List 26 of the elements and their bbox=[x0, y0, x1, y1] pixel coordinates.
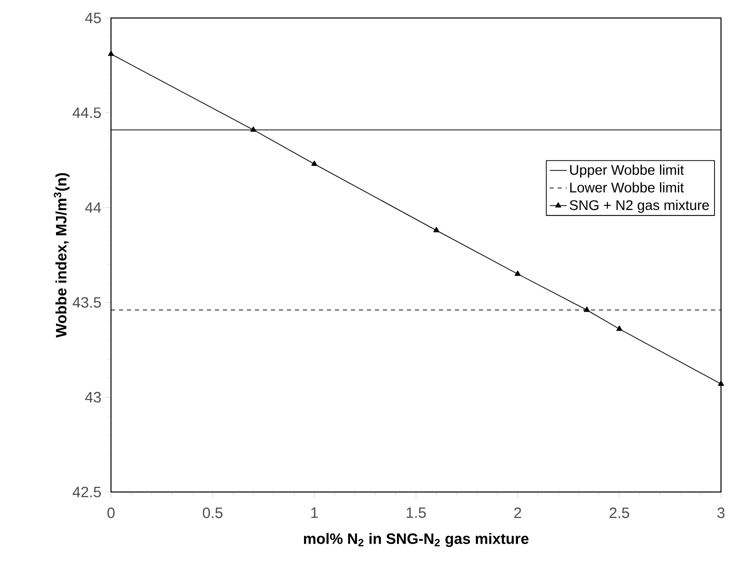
x-tick-label: 2.5 bbox=[610, 508, 630, 518]
x-tick-label: 1 bbox=[311, 508, 318, 518]
legend-label: SNG + N2 gas mixture bbox=[570, 200, 709, 213]
y-tick-label: 43 bbox=[85, 392, 101, 403]
legend-label: Upper Wobbe limit bbox=[570, 164, 684, 178]
x-axis-title: mol% N$_{2}$ in SNG-N$_{2}$ gas mixture bbox=[304, 532, 528, 548]
x-tick-label: 0 bbox=[107, 508, 115, 518]
x-tick-label: 0.5 bbox=[202, 508, 222, 518]
y-tick-label: 43.5 bbox=[72, 297, 101, 308]
point bbox=[514, 270, 521, 276]
x-tick-label: 1.5 bbox=[406, 508, 426, 518]
point bbox=[250, 126, 256, 132]
point bbox=[718, 380, 724, 386]
legend-label: Lower Wobbe limit bbox=[570, 182, 684, 192]
x-tick-label: 2 bbox=[514, 508, 522, 518]
point bbox=[616, 326, 622, 331]
point bbox=[584, 306, 590, 312]
y-axis-title: Wobbe index, MJ/m$^{3}$(n) bbox=[54, 173, 70, 338]
point bbox=[433, 226, 440, 232]
point bbox=[108, 50, 114, 56]
x-tick-label: 3 bbox=[717, 508, 725, 518]
y-tick-label: 45 bbox=[85, 12, 101, 24]
y-tick-label: 44 bbox=[85, 202, 102, 213]
y-tick-label: 44.5 bbox=[72, 108, 101, 118]
point bbox=[311, 160, 318, 166]
y-tick-label: 42.5 bbox=[72, 486, 101, 498]
